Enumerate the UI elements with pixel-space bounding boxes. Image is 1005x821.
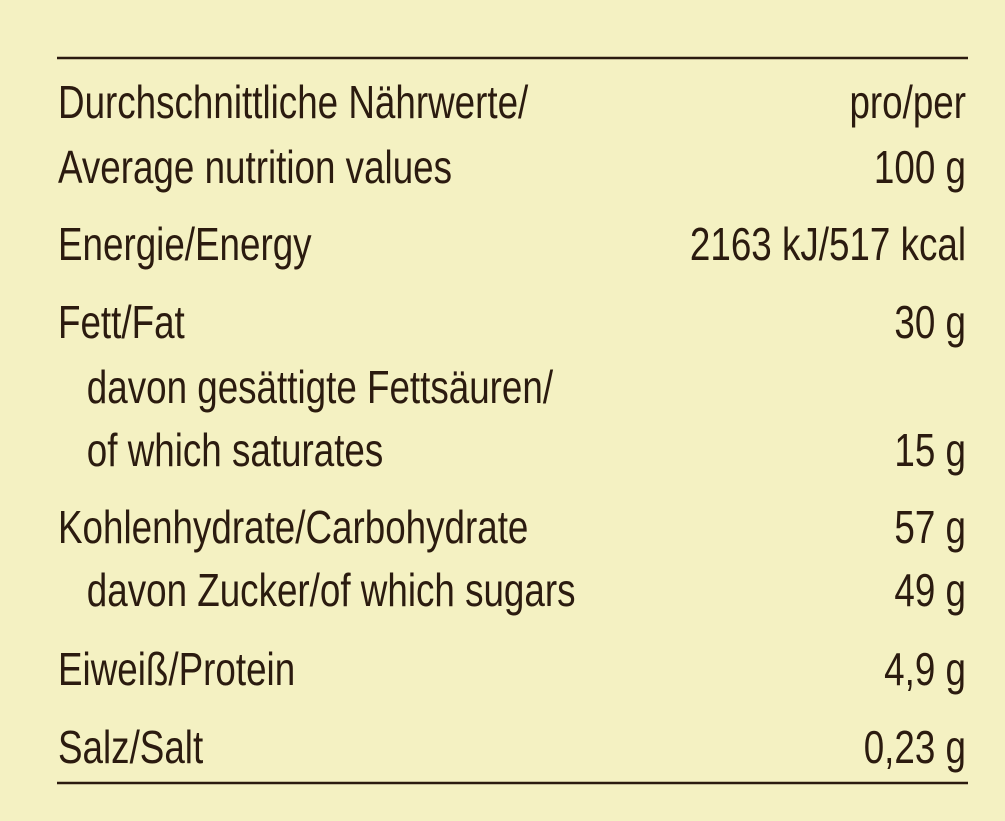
row-label: Fett/Fat [58, 296, 185, 348]
row-value: 2163 kJ/517 kcal [690, 218, 966, 270]
row-label: davon gesättigte Fettsäuren/ [87, 361, 554, 413]
label-column: Durchschnittliche Nährwerte/ Average nut… [58, 76, 576, 773]
value-column: pro/per 100 g 2163 kJ/517 kcal 30 g 15 g… [690, 76, 966, 773]
row-value: 0,23 g [864, 721, 966, 773]
header-value: 100 g [874, 141, 966, 193]
row-value: 15 g [894, 424, 966, 476]
header-label: Durchschnittliche Nährwerte/ [58, 76, 529, 128]
row-label: Eiweiß/Protein [58, 643, 295, 695]
row-label: Energie/Energy [58, 218, 312, 270]
header-value: pro/per [849, 76, 966, 128]
row-value: 49 g [894, 564, 966, 616]
row-label: Kohlenhydrate/Carbohydrate [58, 501, 528, 553]
row-value: 30 g [894, 296, 966, 348]
row-label: of which saturates [87, 424, 383, 476]
header-label: Average nutrition values [58, 141, 452, 193]
row-label: davon Zucker/of which sugars [87, 564, 576, 616]
row-value: 57 g [894, 501, 966, 553]
row-value: 4,9 g [884, 643, 966, 695]
row-label: Salz/Salt [58, 721, 204, 773]
